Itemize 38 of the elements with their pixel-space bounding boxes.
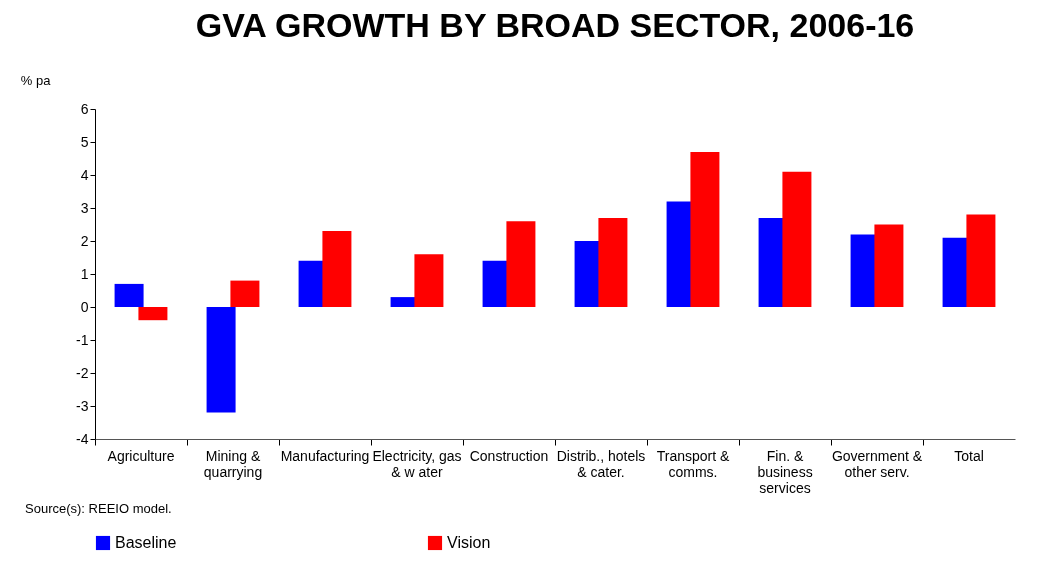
y-tick-label: 2	[80, 232, 89, 249]
legend-label: Vision	[447, 534, 491, 551]
x-tick-label: Government & other serv.	[831, 447, 923, 480]
bar	[966, 214, 996, 307]
source-note: Source(s): REEIO model.	[25, 501, 172, 516]
x-tick-label: Fin. & business services	[757, 447, 813, 496]
bar	[506, 221, 536, 307]
bar	[322, 231, 352, 307]
x-tick-label: Construction	[469, 447, 549, 464]
bar	[874, 224, 904, 307]
y-tick-label: 4	[80, 166, 89, 183]
bar	[114, 283, 144, 307]
x-tick-label: Transport & comms.	[656, 447, 730, 480]
bar	[138, 307, 168, 321]
x-tick-label: Mining & quarrying	[203, 447, 263, 480]
chart-title: GVA GROWTH BY BROAD SECTOR, 2006-16	[195, 6, 915, 44]
bar	[206, 307, 236, 413]
bar	[230, 280, 260, 307]
bar	[782, 171, 812, 307]
y-tick-label: 6	[80, 100, 89, 117]
y-tick-label: -4	[76, 430, 89, 447]
bar	[414, 254, 444, 307]
y-tick-label: -3	[76, 397, 89, 414]
y-tick-label: -1	[76, 331, 89, 348]
y-tick-label: -2	[76, 364, 89, 381]
bar	[690, 151, 720, 307]
x-tick-label: Manufacturing	[280, 447, 370, 464]
x-tick-label: Total	[954, 447, 984, 464]
y-axis-title: % pa	[20, 72, 52, 88]
x-tick-label: Agriculture	[107, 447, 175, 464]
y-tick-label: 1	[80, 265, 89, 282]
x-tick-label: Distrib., hotels & cater.	[556, 447, 646, 480]
legend-label: Baseline	[115, 534, 177, 551]
x-tick-label: Electricity, gas & w ater	[372, 447, 462, 480]
bar	[598, 217, 628, 307]
y-tick-label: 3	[80, 199, 89, 216]
y-tick-label: 0	[80, 298, 89, 315]
y-tick-label: 5	[80, 133, 89, 150]
